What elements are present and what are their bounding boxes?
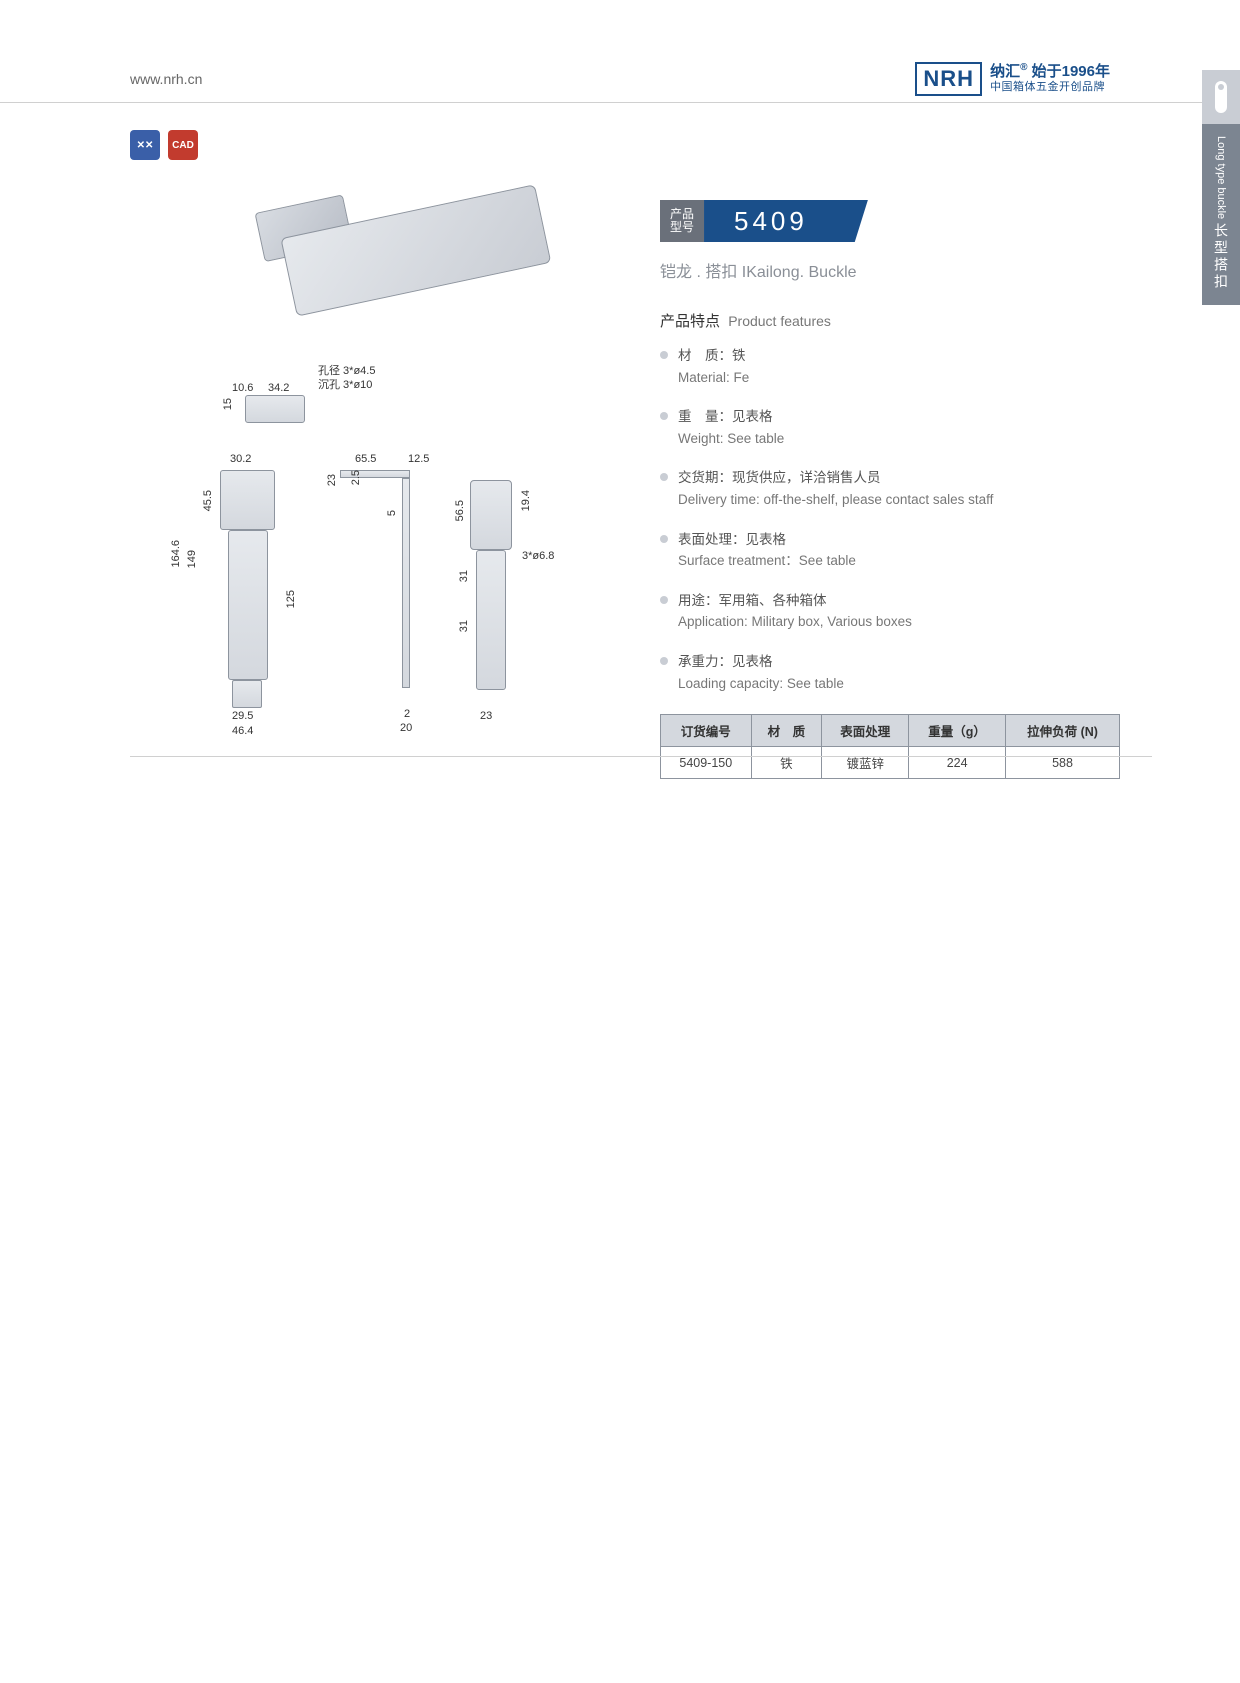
table-row: 5409-150 铁 镀蓝锌 224 588 <box>661 747 1120 779</box>
front-top <box>220 470 275 530</box>
side-tab-cn: 长型搭扣 <box>1211 223 1231 291</box>
dim-r-h3: 31 <box>458 570 470 582</box>
catch-top <box>470 480 512 550</box>
dim-side-a: 65.5 <box>355 453 376 465</box>
dim-h-total: 164.6 <box>170 540 182 568</box>
front-body <box>228 530 268 680</box>
dim-h-inner: 149 <box>186 550 198 568</box>
dim-side-c: 23 <box>326 474 338 486</box>
page-header: www.nrh.cn NRH 纳汇® 始于1996年 中国箱体五金开创品牌 <box>0 55 1240 103</box>
feature-item: 用途：军用箱、各种箱体Application: Military box, Va… <box>660 590 1120 633</box>
tool-icon[interactable]: ✕✕ <box>130 130 160 160</box>
feature-item: 承重力：见表格Loading capacity: See table <box>660 651 1120 694</box>
dim-side-h: 20 <box>400 722 412 734</box>
dim-side-f: 125 <box>285 590 297 608</box>
feature-item: 表面处理：见表格Surface treatment：See table <box>660 529 1120 572</box>
side-tab-icon <box>1202 70 1240 124</box>
technical-diagram: 孔径 3*ø4.5 沉孔 3*ø10 10.6 34.2 15 30.2 29.… <box>150 170 620 730</box>
feature-item: 交货期：现货供应，详洽销售人员Delivery time: off-the-sh… <box>660 467 1120 510</box>
dim-side-d: 2.5 <box>350 470 362 485</box>
feature-item: 材 质：铁Material: Fe <box>660 345 1120 388</box>
model-subtitle: 铠龙 . 搭扣 IKailong. Buckle <box>660 258 1120 282</box>
cell: 铁 <box>751 747 822 779</box>
dim-side-e: 5 <box>386 510 398 516</box>
model-badge: 产品 型号 5409 <box>660 200 1120 242</box>
cell: 镀蓝锌 <box>822 747 909 779</box>
dim-r-w: 23 <box>480 710 492 722</box>
side-tab: Long type buckle 长型搭扣 <box>1202 70 1240 305</box>
brand-logo: NRH <box>915 62 982 96</box>
dim-side-b: 12.5 <box>408 453 429 465</box>
features-heading: 产品特点 Product features <box>660 310 1120 331</box>
table-header-row: 订货编号 材 质 表面处理 重量（g） 拉伸负荷 (N) <box>661 715 1120 747</box>
cell: 5409-150 <box>661 747 752 779</box>
col-load: 拉伸负荷 (N) <box>1006 715 1120 747</box>
side-tab-en: Long type buckle <box>1215 136 1227 219</box>
dim-hole2: 沉孔 3*ø10 <box>318 376 372 392</box>
front-tip <box>232 680 262 708</box>
model-number: 5409 <box>704 200 868 242</box>
cell: 224 <box>909 747 1006 779</box>
col-surface: 表面处理 <box>822 715 909 747</box>
dim-h-seg: 45.5 <box>202 490 214 511</box>
dim-r-h2: 19.4 <box>520 490 532 511</box>
dim-r-note: 3*ø6.8 <box>522 550 554 562</box>
col-order: 订货编号 <box>661 715 752 747</box>
dim-top-w2: 34.2 <box>268 382 289 394</box>
side-tab-label: Long type buckle 长型搭扣 <box>1202 124 1240 305</box>
feature-item: 重 量：见表格Weight: See table <box>660 406 1120 449</box>
spec-table: 订货编号 材 质 表面处理 重量（g） 拉伸负荷 (N) 5409-150 铁 … <box>660 714 1120 779</box>
dim-top-w1: 10.6 <box>232 382 253 394</box>
brand-line1: 纳汇® 始于1996年 <box>990 62 1110 81</box>
dim-r-h4: 31 <box>458 620 470 632</box>
col-weight: 重量（g） <box>909 715 1006 747</box>
dim-main-w2: 29.5 <box>232 710 253 722</box>
features-list: 材 质：铁Material: Fe 重 量：见表格Weight: See tab… <box>660 345 1120 694</box>
product-photo <box>233 137 607 403</box>
dim-side-g: 2 <box>404 708 410 720</box>
side-body <box>402 478 410 688</box>
site-url: www.nrh.cn <box>130 71 202 87</box>
model-label: 产品 型号 <box>660 200 704 242</box>
brand-text: 纳汇® 始于1996年 中国箱体五金开创品牌 <box>990 62 1110 94</box>
top-plate <box>245 395 305 423</box>
format-icon-row: ✕✕ CAD <box>130 130 198 160</box>
dim-r-h1: 56.5 <box>454 500 466 521</box>
dim-top-h: 15 <box>222 398 234 410</box>
cad-icon[interactable]: CAD <box>168 130 198 160</box>
catch-body <box>476 550 506 690</box>
col-material: 材 质 <box>751 715 822 747</box>
info-column: 产品 型号 5409 铠龙 . 搭扣 IKailong. Buckle 产品特点… <box>660 200 1120 779</box>
brand-line2: 中国箱体五金开创品牌 <box>990 81 1110 94</box>
dim-main-w3: 46.4 <box>232 725 253 737</box>
content-divider <box>130 756 1152 757</box>
dim-main-w: 30.2 <box>230 453 251 465</box>
brand-block: NRH 纳汇® 始于1996年 中国箱体五金开创品牌 <box>915 62 1110 96</box>
cell: 588 <box>1006 747 1120 779</box>
